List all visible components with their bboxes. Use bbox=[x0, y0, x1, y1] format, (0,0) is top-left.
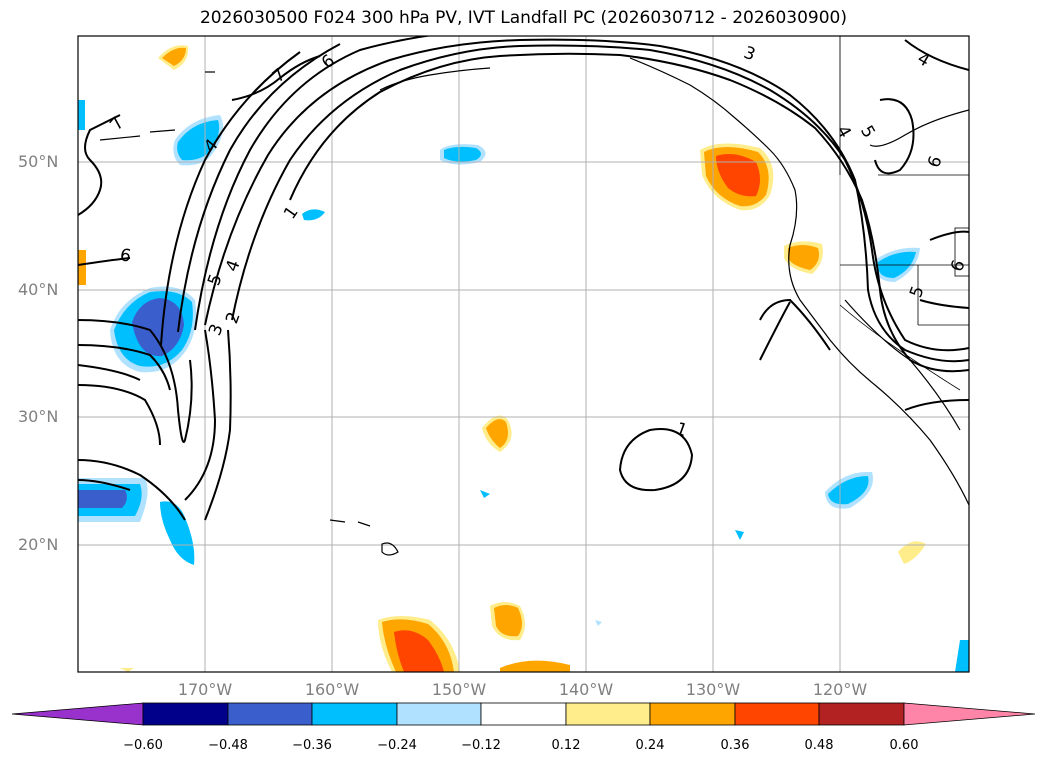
lon-label-120w: 120°W bbox=[812, 680, 868, 699]
colorbar-tick: −0.12 bbox=[461, 738, 501, 753]
colorbar-bin bbox=[649, 702, 736, 726]
colorbar-tick: 0.24 bbox=[635, 738, 665, 753]
lon-label-160w: 160°W bbox=[304, 680, 360, 699]
coastlines bbox=[99, 57, 969, 556]
colorbar-bin bbox=[818, 702, 905, 726]
colorbar-tick: 0.12 bbox=[551, 738, 581, 753]
colorbar-tick: 0.60 bbox=[889, 738, 919, 753]
colorbar-bin bbox=[396, 702, 482, 726]
colorbar-tick: 0.36 bbox=[720, 738, 750, 753]
lon-label-170w: 170°W bbox=[177, 680, 233, 699]
map-title: 2026030500 F024 300 hPa PV, IVT Landfall… bbox=[199, 8, 847, 28]
colorbar-bin bbox=[227, 702, 313, 726]
lat-label-50n: 50°N bbox=[18, 152, 59, 171]
pv-shading bbox=[78, 45, 969, 672]
colorbar-tick: −0.36 bbox=[292, 738, 332, 753]
colorbar-bin bbox=[734, 702, 820, 726]
lat-label-40n: 40°N bbox=[18, 280, 59, 299]
ivt-contours bbox=[78, 36, 969, 521]
colorbar-tick: −0.24 bbox=[377, 738, 417, 753]
colorbar-tick: −0.60 bbox=[123, 738, 163, 753]
lon-label-150w: 150°W bbox=[431, 680, 487, 699]
lat-label-30n: 30°N bbox=[18, 407, 59, 426]
colorbar-bin bbox=[311, 702, 398, 726]
colorbar-extend-low bbox=[11, 702, 144, 726]
colorbar-bin bbox=[480, 702, 567, 726]
colorbar-bin bbox=[142, 702, 229, 726]
lat-label-20n: 20°N bbox=[18, 535, 59, 554]
colorbar-bin bbox=[565, 702, 651, 726]
lon-label-140w: 140°W bbox=[558, 680, 614, 699]
map-background bbox=[78, 36, 969, 672]
gridlines bbox=[78, 36, 969, 672]
colorbar-extend-high bbox=[903, 702, 1036, 726]
colorbar bbox=[11, 702, 1036, 726]
colorbar-tick: 0.48 bbox=[804, 738, 834, 753]
map-frame bbox=[77, 35, 970, 673]
colorbar-tick: −0.48 bbox=[208, 738, 248, 753]
lon-label-130w: 130°W bbox=[685, 680, 741, 699]
